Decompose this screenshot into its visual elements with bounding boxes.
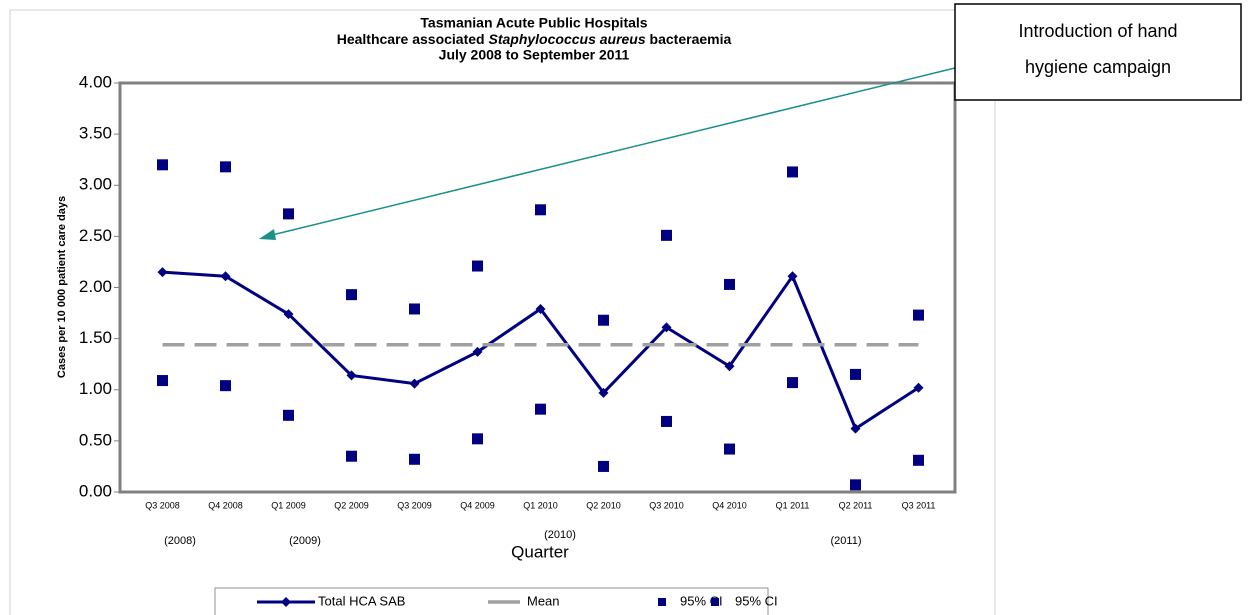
square-marker	[724, 278, 735, 290]
square-marker	[661, 415, 672, 427]
year-label: (2010)	[544, 529, 576, 541]
diamond-marker	[409, 378, 420, 389]
year-label: (2008)	[164, 535, 196, 547]
y-tick-label: 0.00	[79, 481, 112, 500]
square-marker	[409, 453, 420, 465]
annotation-arrow	[267, 67, 956, 237]
square-marker	[346, 450, 357, 462]
x-tick-label: Q1 2011	[776, 500, 810, 510]
square-marker	[787, 377, 798, 389]
diamond-marker	[598, 387, 609, 398]
y-tick-label: 4.00	[79, 72, 112, 91]
title-part: Staphylococcus aureus	[488, 31, 645, 47]
legend-label: 95% CI	[735, 593, 778, 608]
square-marker	[283, 208, 294, 220]
legend-label: Mean	[527, 593, 560, 608]
square-marker	[787, 166, 798, 178]
y-tick-label: 0.50	[79, 430, 112, 449]
square-marker	[661, 229, 672, 241]
legend-swatch	[281, 597, 291, 607]
square-marker	[535, 403, 546, 415]
square-marker	[409, 303, 420, 315]
y-tick-label: 2.50	[79, 226, 112, 245]
square-marker	[913, 454, 924, 466]
year-label: (2011)	[831, 535, 862, 547]
title-part: Healthcare associated	[337, 31, 489, 47]
square-marker	[157, 159, 168, 171]
x-tick-label: Q3 2009	[397, 500, 432, 510]
diamond-marker	[913, 382, 924, 393]
diamond-marker	[346, 370, 357, 381]
diamond-marker	[787, 271, 798, 282]
x-tick-label: Q2 2009	[334, 500, 369, 510]
chart-frame	[9, 9, 996, 615]
annotation-text: Introduction of hand	[1018, 21, 1177, 41]
y-axis-label: Cases per 10 000 patient care days	[56, 196, 68, 378]
square-marker	[850, 368, 861, 380]
title-line: Tasmanian Acute Public Hospitals	[420, 15, 647, 31]
diamond-marker	[850, 423, 861, 434]
x-tick-label: Q2 2011	[839, 500, 873, 510]
x-tick-label: Q3 2010	[649, 500, 684, 510]
square-marker	[598, 314, 609, 326]
square-marker	[850, 479, 861, 491]
square-marker	[472, 260, 483, 272]
y-tick-label: 1.50	[79, 328, 112, 347]
x-tick-label: Q1 2009	[271, 500, 306, 510]
title-line: Healthcare associated Staphylococcus aur…	[337, 31, 732, 47]
x-tick-label: Q4 2010	[712, 500, 747, 510]
legend-swatch	[658, 598, 666, 606]
diamond-marker	[724, 361, 735, 372]
y-tick-label: 3.00	[79, 175, 112, 194]
square-marker	[724, 443, 735, 455]
annotation-box	[954, 3, 1242, 101]
square-marker	[913, 309, 924, 321]
x-tick-label: Q3 2008	[145, 500, 180, 510]
square-marker	[535, 204, 546, 216]
arrow-head	[259, 229, 276, 240]
diamond-marker	[472, 346, 483, 357]
square-marker	[283, 409, 294, 421]
square-marker	[346, 289, 357, 301]
diamond-marker	[220, 271, 231, 282]
title-part: bacteraemia	[646, 31, 732, 47]
legend-swatch	[711, 598, 719, 606]
year-label: (2009)	[289, 535, 321, 547]
diamond-marker	[535, 303, 546, 314]
diamond-marker	[661, 322, 672, 333]
square-marker	[220, 380, 231, 392]
legend-label: Total HCA SAB	[318, 593, 405, 608]
square-marker	[157, 375, 168, 387]
y-tick-label: 2.00	[79, 277, 112, 296]
annotation-text: hygiene campaign	[1025, 57, 1171, 77]
diamond-marker	[157, 267, 168, 278]
square-marker	[220, 161, 231, 173]
y-tick-label: 3.50	[79, 124, 112, 143]
x-axis-label: Quarter	[511, 542, 569, 561]
x-tick-label: Q4 2008	[208, 500, 243, 510]
title-line: July 2008 to September 2011	[439, 47, 630, 63]
x-tick-label: Q3 2011	[902, 500, 936, 510]
square-marker	[472, 433, 483, 445]
x-tick-label: Q2 2010	[586, 500, 621, 510]
x-tick-label: Q1 2010	[523, 500, 558, 510]
y-tick-label: 1.00	[79, 379, 112, 398]
diamond-marker	[283, 309, 294, 320]
square-marker	[598, 460, 609, 472]
x-tick-label: Q4 2009	[460, 500, 495, 510]
